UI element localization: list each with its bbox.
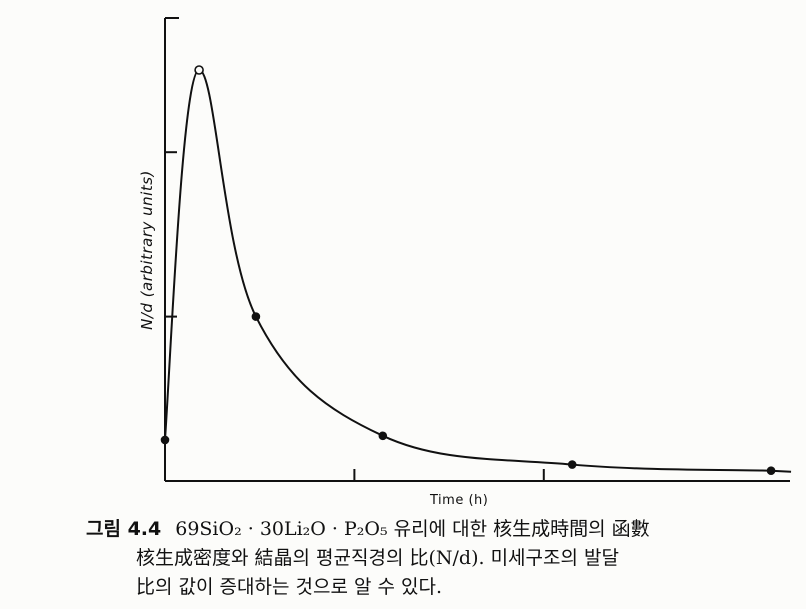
axes [164, 17, 790, 482]
data-point-2 [194, 65, 204, 75]
data-point-3 [251, 312, 261, 321]
data-point-1 [160, 435, 170, 445]
chart [160, 17, 792, 482]
series-curve [164, 68, 792, 473]
x-axis-label: Time (h) [430, 493, 489, 508]
figure-label: 그림 4.4 [86, 518, 162, 540]
figure-caption: 그림 4.4 69SiO₂ · 30Li₂O · P₂O₅ 유리에 대한 核生成時… [86, 515, 806, 602]
markers [160, 65, 776, 476]
data-point-5 [567, 460, 577, 469]
ticks [165, 151, 545, 481]
caption-line-2: 核生成密度와 結晶의 평균직경의 比(N/d). 미세구조의 발달 [136, 547, 619, 569]
caption-text-1: 69SiO₂ · 30Li₂O · P₂O₅ 유리에 대한 核生成時間의 函數 [175, 518, 650, 540]
caption-line-1: 그림 4.4 69SiO₂ · 30Li₂O · P₂O₅ 유리에 대한 核生成時… [86, 515, 806, 544]
caption-line-3: 比의 값이 증대하는 것으로 알 수 있다. [136, 576, 442, 598]
data-point-6 [766, 466, 776, 476]
y-axis-label: N/d (arbitrary units) [138, 170, 156, 330]
data-point-4 [378, 431, 388, 441]
